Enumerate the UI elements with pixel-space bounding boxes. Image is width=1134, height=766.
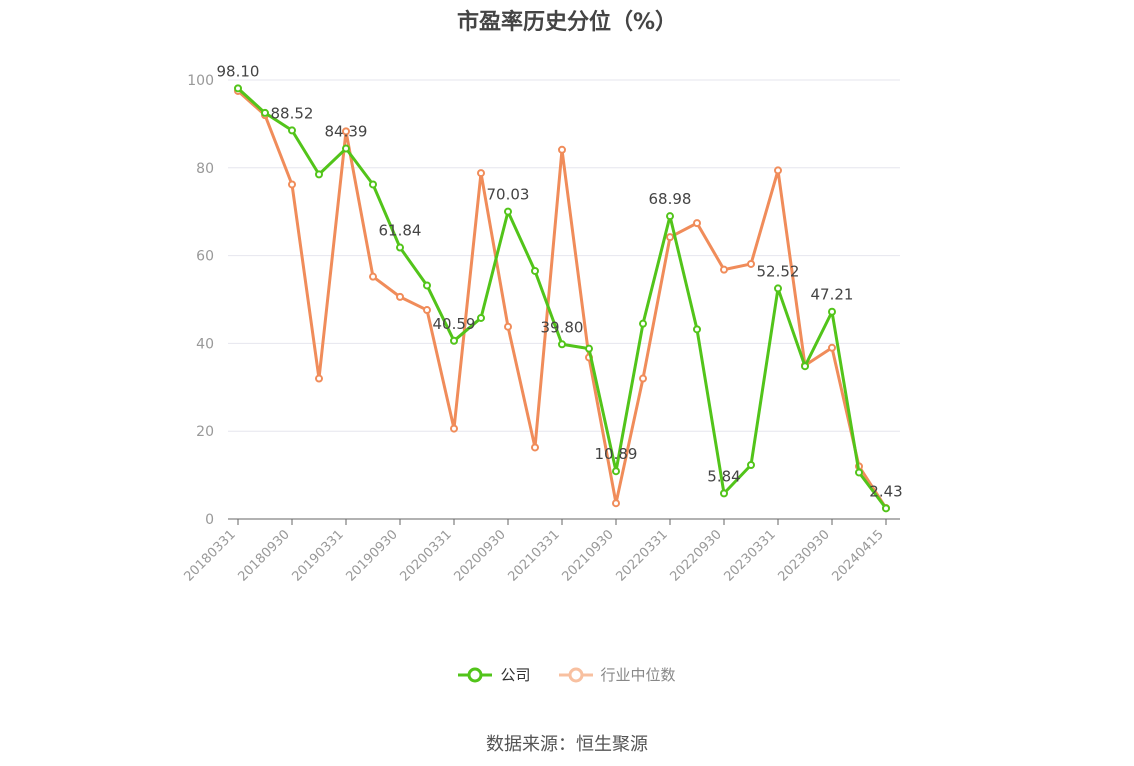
y-tick-label: 80 <box>196 161 214 177</box>
data-point-company <box>504 207 512 216</box>
data-point-industry <box>558 145 566 154</box>
data-point-company <box>720 489 728 498</box>
data-label: 98.10 <box>217 62 260 80</box>
data-label: 40.59 <box>433 315 476 333</box>
data-point-company <box>882 504 890 513</box>
y-tick-label: 20 <box>196 424 214 440</box>
data-label: 70.03 <box>487 186 530 204</box>
chart-legend: 公司 行业中位数 <box>0 664 1134 685</box>
data-point-company <box>234 84 242 93</box>
data-point-industry <box>477 169 485 178</box>
data-label: 52.52 <box>757 262 800 280</box>
y-tick-label: 40 <box>196 336 214 352</box>
y-tick-label: 100 <box>187 73 214 89</box>
legend-marker-industry <box>558 667 593 682</box>
legend-item-company[interactable]: 公司 <box>458 664 531 685</box>
data-point-company <box>612 467 620 476</box>
x-tick-label: 20210331 <box>505 527 562 584</box>
data-point-industry <box>315 374 323 383</box>
data-point-industry <box>612 499 620 508</box>
data-point-industry <box>720 265 728 274</box>
data-point-company <box>315 170 323 179</box>
legend-item-industry[interactable]: 行业中位数 <box>558 664 676 685</box>
data-point-industry <box>666 233 674 242</box>
data-label: 88.52 <box>271 104 314 122</box>
data-label: 68.98 <box>649 190 692 208</box>
x-tick-label: 20200930 <box>451 527 508 584</box>
data-point-company <box>828 307 836 316</box>
data-label: 61.84 <box>379 222 422 240</box>
x-tick-label: 20240415 <box>829 527 886 584</box>
data-point-company <box>369 180 377 189</box>
x-tick-label: 20190930 <box>343 527 400 584</box>
data-point-company <box>747 461 755 470</box>
legend-label-industry: 行业中位数 <box>600 666 676 684</box>
data-point-industry <box>288 180 296 189</box>
x-tick-label: 20200331 <box>397 527 454 584</box>
data-point-company <box>774 284 782 293</box>
data-label: 39.80 <box>541 318 584 336</box>
data-point-company <box>558 340 566 349</box>
data-point-industry <box>342 127 350 136</box>
data-point-company <box>342 144 350 153</box>
y-tick-label: 60 <box>196 249 214 265</box>
data-point-company <box>639 319 647 328</box>
data-point-company <box>261 108 269 117</box>
legend-marker-company <box>458 667 493 682</box>
x-tick-label: 20230930 <box>775 527 832 584</box>
data-point-industry <box>396 292 404 301</box>
chart-title: 市盈率历史分位（%） <box>456 10 678 35</box>
x-tick-label: 20180331 <box>181 527 238 584</box>
data-point-company <box>585 344 593 353</box>
y-tick-label: 0 <box>205 512 214 528</box>
data-point-industry <box>450 424 458 433</box>
data-point-company <box>531 266 539 275</box>
data-label: 2.43 <box>869 482 902 500</box>
data-point-industry <box>639 374 647 383</box>
x-tick-label: 20230331 <box>721 527 778 584</box>
data-label: 84.39 <box>325 123 368 141</box>
data-point-company <box>855 468 863 477</box>
x-tick-label: 20190331 <box>289 527 346 584</box>
data-point-company <box>693 325 701 334</box>
data-point-industry <box>693 219 701 228</box>
x-tick-label: 20210930 <box>559 527 616 584</box>
data-label: 5.84 <box>707 467 740 485</box>
data-label: 10.89 <box>595 445 638 463</box>
data-point-industry <box>828 343 836 352</box>
data-point-industry <box>747 259 755 268</box>
data-point-industry <box>423 306 431 315</box>
data-point-company <box>801 362 809 371</box>
data-point-company <box>288 126 296 135</box>
legend-label-company: 公司 <box>500 666 531 684</box>
data-point-industry <box>774 166 782 175</box>
data-point-industry <box>504 322 512 331</box>
data-point-company <box>450 336 458 345</box>
data-point-industry <box>531 443 539 452</box>
x-tick-label: 20220930 <box>667 527 724 584</box>
data-point-company <box>396 243 404 252</box>
x-tick-label: 20220331 <box>613 527 670 584</box>
data-point-company <box>666 212 674 221</box>
source-note: 数据来源：恒生聚源 <box>486 734 648 755</box>
data-label: 47.21 <box>811 286 854 304</box>
x-tick-label: 20180930 <box>235 527 292 584</box>
data-point-company <box>423 281 431 290</box>
data-point-company <box>477 313 485 322</box>
data-point-industry <box>369 272 377 281</box>
